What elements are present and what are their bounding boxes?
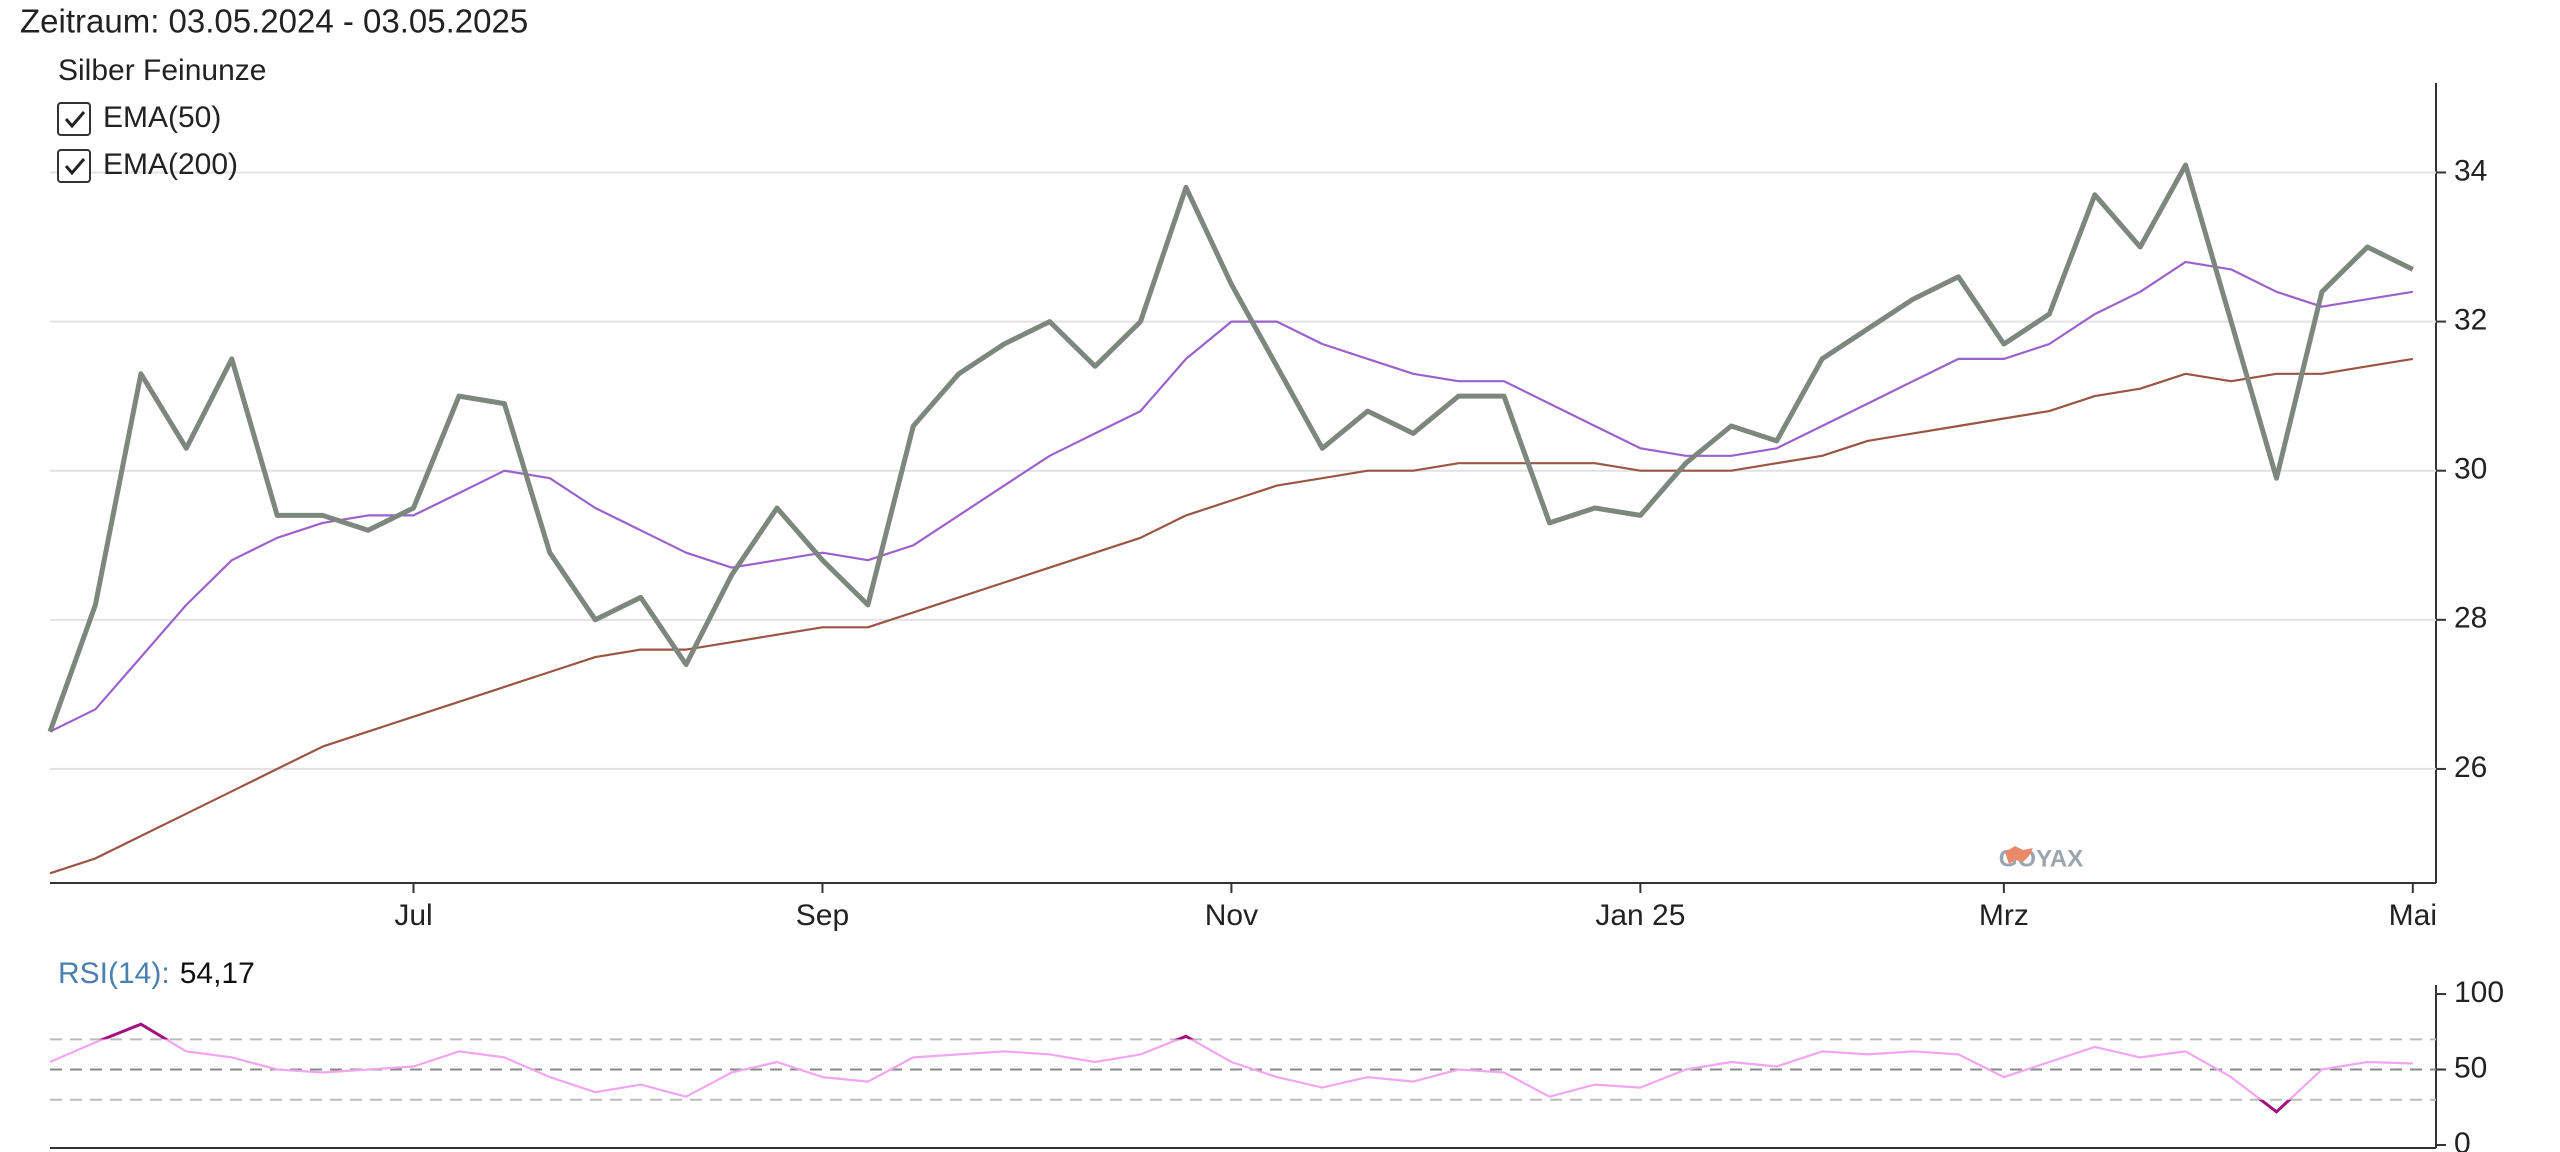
period-title: Zeitraum: 03.05.2024 - 03.05.2025 — [20, 3, 528, 40]
x-tick-label: Sep — [796, 899, 849, 932]
rsi-title: RSI(14): — [58, 957, 170, 990]
series-line — [49, 357, 2413, 875]
legend-label: EMA(50) — [103, 101, 221, 134]
series-line — [47, 162, 2414, 733]
y-tick-label: 30 — [2454, 453, 2487, 486]
y-tick-label: 32 — [2454, 304, 2487, 337]
series-line — [49, 1023, 2413, 1113]
legend-label: Silber Feinunze — [58, 54, 266, 87]
rsi-value: 54,17 — [180, 957, 255, 990]
legend-checkbox[interactable] — [57, 102, 91, 136]
y-tick-label: 28 — [2454, 602, 2487, 635]
y-tick-label: 0 — [2454, 1127, 2471, 1152]
legend-checkbox[interactable] — [57, 149, 91, 183]
x-tick-label: Jul — [394, 899, 432, 932]
legend-label: EMA(200) — [103, 148, 238, 181]
y-tick-label: 26 — [2454, 751, 2487, 784]
y-tick-label: 100 — [2454, 976, 2504, 1009]
rsi-label: RSI(14): 54,17 — [58, 957, 255, 990]
x-tick-label: Mrz — [1979, 899, 2029, 932]
x-tick-label: Jan 25 — [1595, 899, 1685, 932]
y-tick-label: 50 — [2454, 1051, 2487, 1084]
series-line — [49, 260, 2413, 733]
y-tick-label: 34 — [2454, 154, 2487, 187]
checkmark — [64, 158, 86, 176]
watermark-logo — [2005, 846, 2033, 864]
x-tick-label: Nov — [1205, 899, 1258, 932]
checkmark — [64, 111, 86, 129]
x-tick-label: Mai — [2389, 899, 2437, 932]
